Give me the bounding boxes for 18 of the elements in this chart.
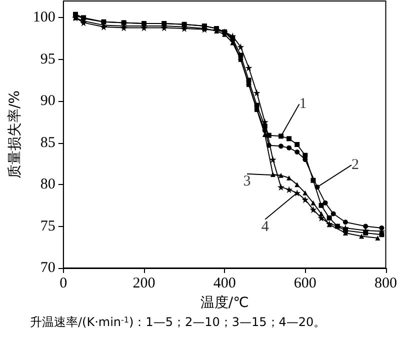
- y-tick-label: 75: [40, 218, 56, 234]
- x-tick-label: 800: [374, 276, 397, 292]
- annotation: 4: [261, 218, 270, 235]
- x-tick-label: 400: [213, 276, 236, 292]
- y-axis-title: 质量损失率/%: [7, 90, 23, 179]
- annotation: 3: [243, 173, 251, 190]
- y-tick-label: 85: [40, 134, 56, 151]
- annotation: 2: [352, 157, 359, 174]
- x-axis-title: 温度/℃: [200, 295, 249, 311]
- y-tick-label: 80: [40, 176, 56, 193]
- annotation: 1: [299, 96, 307, 112]
- y-tick-label: 95: [40, 51, 56, 68]
- y-tick-label: 90: [40, 93, 56, 110]
- y-tick-label: 70: [40, 260, 56, 276]
- x-tick-label: 0: [60, 276, 68, 292]
- y-tick-label: 100: [32, 10, 56, 26]
- x-tick-label: 600: [294, 276, 316, 292]
- x-tick-label: 200: [132, 276, 156, 292]
